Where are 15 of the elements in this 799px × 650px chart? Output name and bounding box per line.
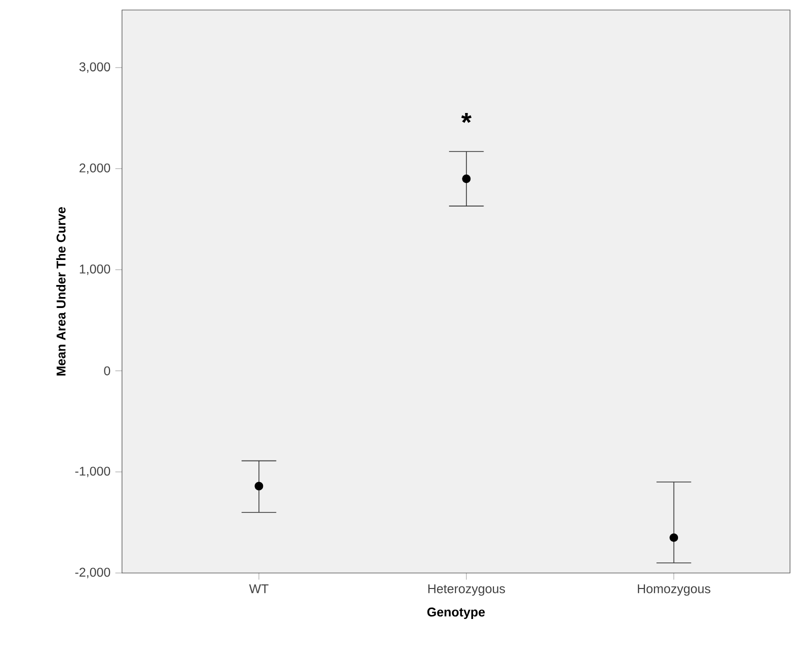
y-axis-title: Mean Area Under The Curve xyxy=(56,207,66,376)
y-tick-label: 1,000 xyxy=(80,264,110,276)
y-tick-label: 2,000 xyxy=(80,163,110,174)
x-tick-label: Homozygous xyxy=(638,584,710,596)
point xyxy=(254,482,264,490)
point xyxy=(670,533,678,542)
y-tick-label: 3,000 xyxy=(79,62,110,73)
x-tick-label: WT xyxy=(249,584,268,594)
y-tick-label: 0 xyxy=(104,366,110,376)
x-tick-label: Heterozygous xyxy=(428,584,505,596)
x-axis-title: Genotype xyxy=(427,608,485,620)
y-tick-label: -1,000 xyxy=(75,466,110,478)
point xyxy=(462,174,471,184)
y-tick-label: -2,000 xyxy=(75,568,110,578)
annotation: * xyxy=(461,113,472,123)
